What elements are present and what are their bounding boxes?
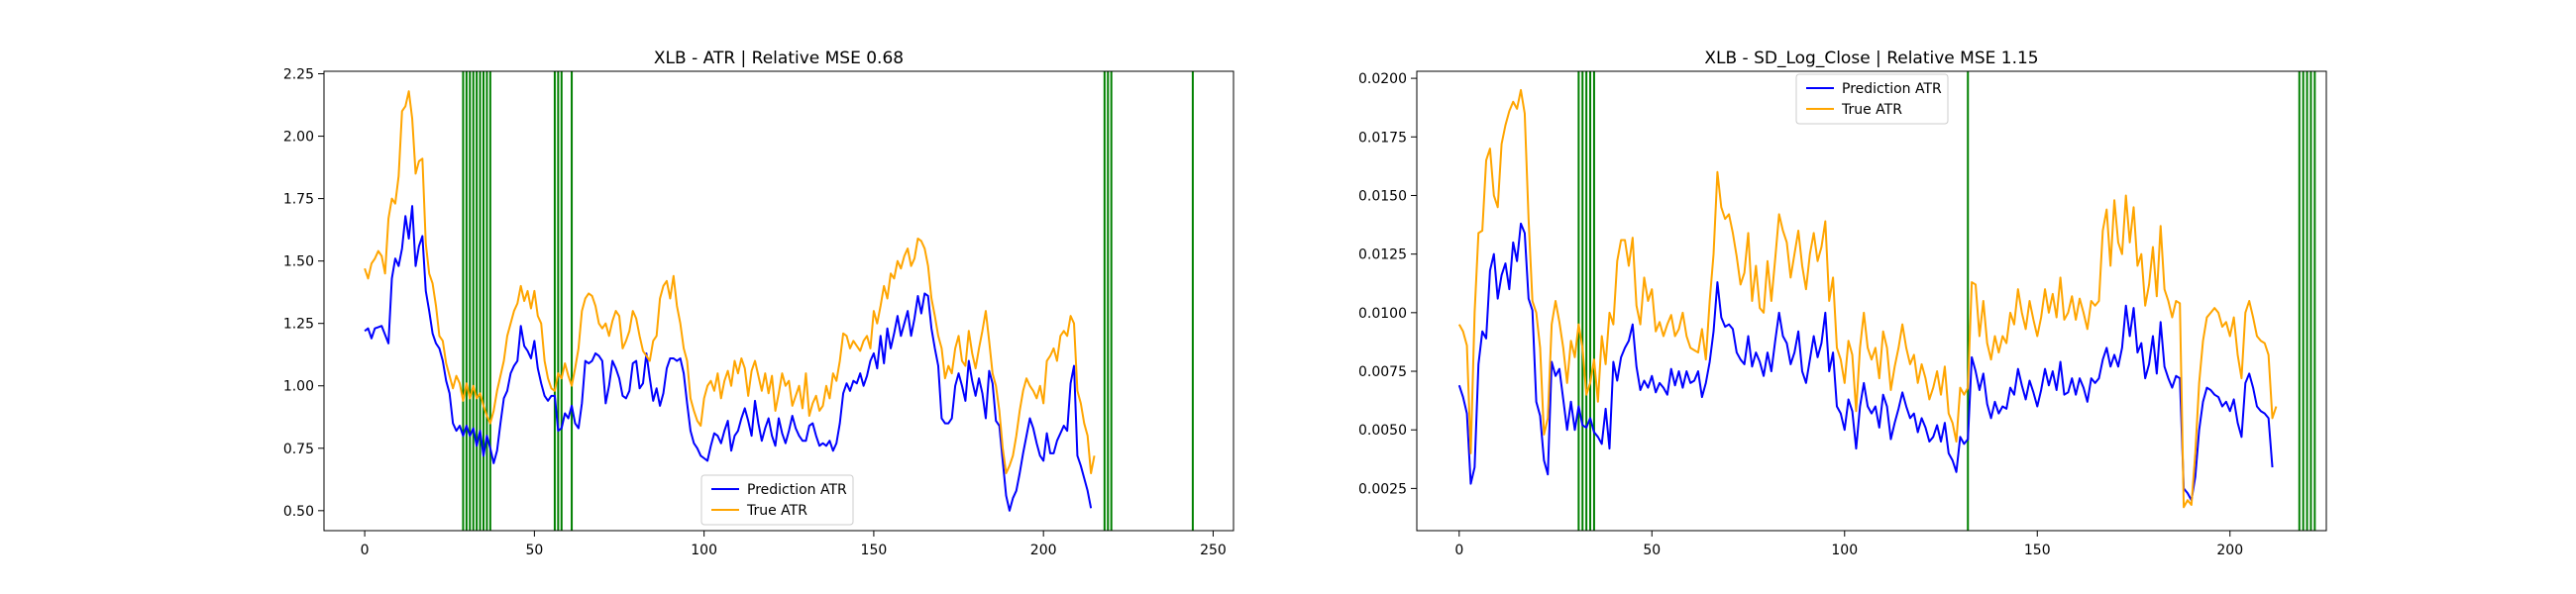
x-axis: 0 50 100 150 200: [1454, 531, 2243, 558]
x-tick-label: 250: [1200, 543, 1227, 558]
series-line-true: [364, 90, 1096, 474]
y-tick-label: 0.50: [283, 504, 314, 520]
legend-box: [1795, 73, 1949, 125]
legend-label-true: True ATR: [746, 503, 807, 519]
y-tick-label: 0.0100: [1358, 306, 1407, 322]
y-tick-label: 1.25: [283, 317, 314, 333]
y-tick-label: 2.00: [283, 130, 314, 146]
y-tick-label: 0.0075: [1358, 364, 1407, 380]
x-tick-label: 0: [1454, 543, 1463, 558]
legend: Prediction ATR True ATR: [1795, 73, 1949, 125]
y-tick-label: 1.00: [283, 379, 314, 395]
series-group: [1457, 88, 2278, 509]
y-tick-label: 1.50: [283, 254, 314, 270]
series-line-prediction: [364, 205, 1093, 512]
x-axis: 0 50 100 150 200 250: [361, 531, 1227, 558]
x-tick-label: 200: [2216, 543, 2243, 558]
series-group: [364, 90, 1096, 512]
x-tick-label: 100: [691, 543, 717, 558]
legend-box: [700, 474, 854, 526]
y-tick-label: 0.0025: [1358, 481, 1407, 497]
x-tick-label: 200: [1030, 543, 1057, 558]
y-axis: 0.0025 0.0050 0.0075 0.0100 0.0125 0.0150 0.01…: [1358, 71, 1417, 497]
y-tick-label: 1.75: [283, 192, 314, 208]
plot-frame: [323, 70, 1234, 532]
y-tick-label: 0.0175: [1358, 130, 1407, 146]
plot-frame: [1416, 70, 2327, 532]
legend: Prediction ATR True ATR: [700, 474, 854, 526]
chart-title: XLB - ATR | Relative MSE 0.68: [654, 49, 904, 68]
y-tick-label: 0.75: [283, 442, 314, 457]
y-tick-label: 0.0125: [1358, 248, 1407, 263]
x-tick-label: 0: [361, 543, 370, 558]
vline-group: [462, 71, 1194, 531]
y-tick-label: 0.0050: [1358, 423, 1407, 439]
x-tick-label: 150: [2024, 543, 2051, 558]
x-tick-label: 100: [1831, 543, 1858, 558]
series-line-true: [1457, 88, 2278, 509]
x-tick-label: 50: [525, 543, 543, 558]
x-tick-label: 50: [1643, 543, 1661, 558]
y-tick-label: 0.0150: [1358, 188, 1407, 204]
legend-label-true: True ATR: [1841, 102, 1902, 118]
vline-group: [1577, 71, 2316, 531]
chart-panel-sd-log-close: XLB - SD_Log_Close | Relative MSE 1.15 0…: [1358, 49, 2327, 558]
y-axis: 0.50 0.75 1.00 1.25 1.50 1.75 2.00 2.25: [283, 67, 324, 520]
chart-panel-atr: XLB - ATR | Relative MSE 0.68 0 50 100 150 2…: [283, 49, 1234, 558]
x-tick-label: 150: [861, 543, 888, 558]
legend-label-prediction: Prediction ATR: [747, 482, 847, 498]
y-tick-label: 0.0200: [1358, 71, 1407, 87]
chart-title: XLB - SD_Log_Close | Relative MSE 1.15: [1704, 49, 2038, 68]
series-line-prediction: [1457, 222, 2274, 502]
legend-label-prediction: Prediction ATR: [1842, 81, 1942, 97]
y-tick-label: 2.25: [283, 67, 314, 83]
